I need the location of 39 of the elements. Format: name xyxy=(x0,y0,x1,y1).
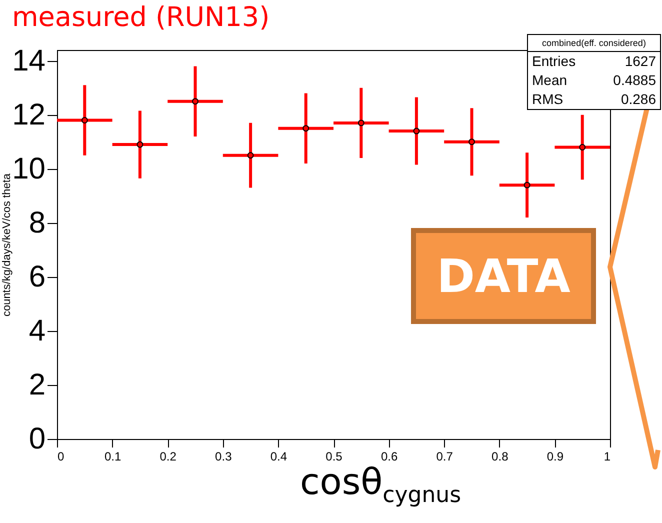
point xyxy=(302,125,310,132)
x-tick-label: 0.3 xyxy=(215,450,232,464)
point xyxy=(192,98,198,105)
x-tick-label: 0.1 xyxy=(104,450,122,464)
y-tick-label: 14 xyxy=(12,44,46,78)
y-tick-label: 4 xyxy=(28,314,46,348)
text: 1627 xyxy=(624,52,656,71)
point xyxy=(524,182,530,188)
annotation: DATA xyxy=(411,228,596,324)
x-tick-label: 0.8 xyxy=(492,450,509,464)
y-axis-title: counts/kg/days/keV/cos theta xyxy=(1,172,14,317)
x-tick-label: 0.5 xyxy=(326,450,343,464)
text: 0.286 xyxy=(620,90,656,109)
point xyxy=(579,144,586,150)
point xyxy=(247,152,254,159)
y-tick-label: 10 xyxy=(12,152,46,186)
y-tick-label: 6 xyxy=(28,260,46,294)
annotation: RMS xyxy=(532,90,564,109)
x-tick-label: 0.4 xyxy=(270,450,288,464)
x-tick-label: 0 xyxy=(58,450,64,464)
x-axis-title: cosθ$_{cygnus}$ xyxy=(300,462,462,508)
y-tick-label: 2 xyxy=(28,368,46,402)
y-tick-label: 8 xyxy=(28,206,46,240)
point xyxy=(358,120,364,126)
text: 0.4885 xyxy=(613,71,656,90)
text: combined(eff. considered) xyxy=(528,35,660,52)
chart-title: measured (RUN13) xyxy=(12,2,270,33)
x-tick-label: 0.6 xyxy=(380,450,398,464)
point xyxy=(413,128,420,134)
annotation: Mean xyxy=(532,71,568,90)
point xyxy=(81,117,88,124)
y-tick-label: 12 xyxy=(12,98,46,132)
x-tick-label: 0.7 xyxy=(436,450,454,464)
x-tick-label: 1 xyxy=(604,450,611,464)
point xyxy=(468,138,475,146)
point xyxy=(136,141,144,148)
annotation: Entries xyxy=(532,52,576,71)
x-tick-label: 0.2 xyxy=(160,450,177,464)
x-tick-label: 0.9 xyxy=(546,450,564,464)
